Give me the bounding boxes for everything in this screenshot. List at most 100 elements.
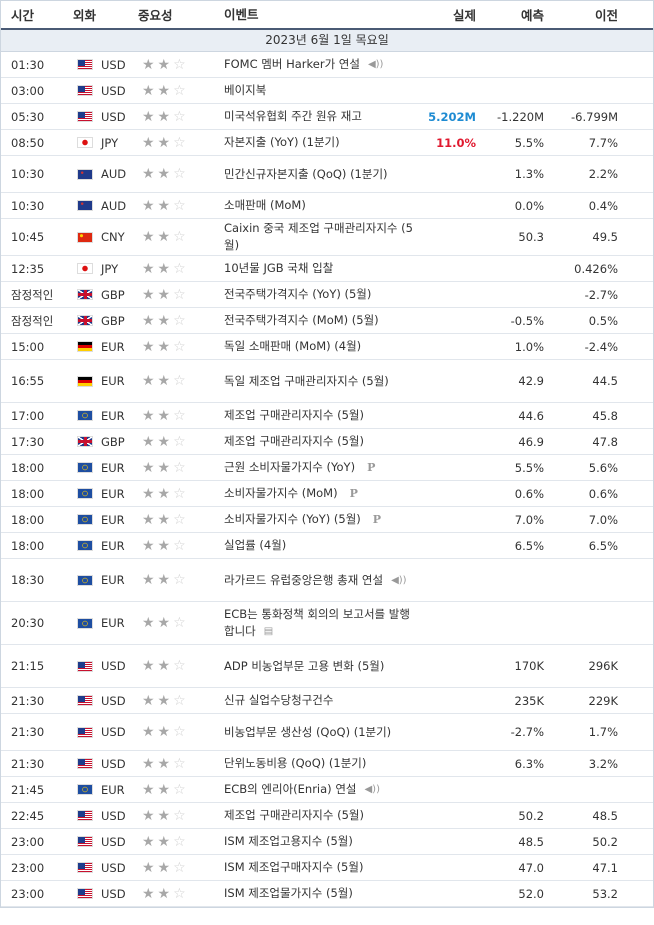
previous-value: 48.5 <box>592 808 618 823</box>
event-label[interactable]: 실업률 (4월) <box>224 538 287 552</box>
table-row[interactable]: 23:00 USD ★★☆ ISM 제조업고용지수 (5월) 48.5 50.2 <box>1 829 653 855</box>
event-name[interactable]: 전국주택가격지수 (MoM) (5월) <box>220 312 416 329</box>
event-label[interactable]: 소매판매 (MoM) <box>224 198 306 212</box>
event-name[interactable]: 미국석유협회 주간 원유 재고 <box>220 108 416 125</box>
event-label[interactable]: 소비자물가지수 (YoY) (5월) <box>224 512 361 526</box>
previous-value: 0.426% <box>574 261 618 276</box>
table-row[interactable]: 18:00 EUR ★★☆ 소비자물가지수 (YoY) (5월) P 7.0% 7.0% <box>1 507 653 533</box>
event-name[interactable]: ISM 제조업물가지수 (5월) <box>220 885 416 902</box>
event-name[interactable]: FOMC 멤버 Harker가 연설 ◀)) <box>220 56 416 73</box>
event-name[interactable]: 자본지출 (YoY) (1분기) <box>220 134 416 151</box>
event-label[interactable]: 제조업 구매관리자지수 (5월) <box>224 808 364 822</box>
event-name[interactable]: 전국주택가격지수 (YoY) (5월) <box>220 286 416 303</box>
col-currency[interactable]: 외화 <box>73 8 97 23</box>
table-row[interactable]: 12:35 JPY ★★☆ 10년물 JGB 국채 입찰 0.426% <box>1 256 653 282</box>
table-row[interactable]: 잠정적인 GBP ★★☆ 전국주택가격지수 (YoY) (5월) -2.7% <box>1 282 653 308</box>
event-label[interactable]: ECB의 엔리아(Enria) 연설 <box>224 782 357 796</box>
event-label[interactable]: 미국석유협회 주간 원유 재고 <box>224 109 362 123</box>
table-row[interactable]: 22:45 USD ★★☆ 제조업 구매관리자지수 (5월) 50.2 48.5 <box>1 803 653 829</box>
event-label[interactable]: 제조업 구매관리자지수 (5월) <box>224 434 364 448</box>
event-label[interactable]: ECB는 통화정책 회의의 보고서를 발행합니다 <box>224 607 410 638</box>
event-name[interactable]: 10년물 JGB 국채 입찰 <box>220 260 416 277</box>
table-row[interactable]: 21:15 USD ★★☆ ADP 비농업부문 고용 변화 (5월) 170K 296K <box>1 645 653 688</box>
table-row[interactable]: 10:45 CNY ★★☆ Caixin 중국 제조업 구매관리자지수 (5월) 50.… <box>1 219 653 256</box>
event-label[interactable]: 소비자물가지수 (MoM) <box>224 486 338 500</box>
table-row[interactable]: 18:00 EUR ★★☆ 실업률 (4월) 6.5% 6.5% <box>1 533 653 559</box>
event-name[interactable]: 제조업 구매관리자지수 (5월) <box>220 407 416 424</box>
table-row[interactable]: 21:30 USD ★★☆ 단위노동비용 (QoQ) (1분기) 6.3% 3.2% <box>1 751 653 777</box>
table-row[interactable]: 21:30 USD ★★☆ 신규 실업수당청구건수 235K 229K <box>1 688 653 714</box>
event-name[interactable]: 베이지북 <box>220 82 416 99</box>
table-row[interactable]: 18:00 EUR ★★☆ 소비자물가지수 (MoM) P 0.6% 0.6% <box>1 481 653 507</box>
event-name[interactable]: 제조업 구매관리자지수 (5월) <box>220 807 416 824</box>
event-label[interactable]: 자본지출 (YoY) (1분기) <box>224 135 340 149</box>
currency-code: GBP <box>101 313 125 328</box>
col-forecast[interactable]: 예측 <box>520 8 544 23</box>
event-label[interactable]: 비농업부문 생산성 (QoQ) (1분기) <box>224 724 392 739</box>
table-row[interactable]: 21:30 USD ★★☆ 비농업부문 생산성 (QoQ) (1분기) -2.7% 1.7… <box>1 714 653 751</box>
table-row[interactable]: 15:00 EUR ★★☆ 독일 소매판매 (MoM) (4월) 1.0% -2.4% <box>1 334 653 360</box>
col-event[interactable]: 이벤트 <box>224 7 259 22</box>
col-time[interactable]: 시간 <box>11 8 35 23</box>
event-name[interactable]: Caixin 중국 제조업 구매관리자지수 (5월) <box>220 220 416 254</box>
event-name[interactable]: 민간신규자본지출 (QoQ) (1분기) <box>220 166 416 183</box>
event-label[interactable]: FOMC 멤버 Harker가 연설 <box>224 57 360 71</box>
event-name[interactable]: 신규 실업수당청구건수 <box>220 692 416 709</box>
event-label[interactable]: 신규 실업수당청구건수 <box>224 693 334 707</box>
event-name[interactable]: 비농업부문 생산성 (QoQ) (1분기) <box>220 724 416 741</box>
event-name[interactable]: 독일 제조업 구매관리자지수 (5월) <box>220 373 416 390</box>
table-row[interactable]: 10:30 AUD ★★☆ 소매판매 (MoM) 0.0% 0.4% <box>1 193 653 219</box>
event-label[interactable]: 제조업 구매관리자지수 (5월) <box>224 408 364 422</box>
event-name[interactable]: 소매판매 (MoM) <box>220 197 416 214</box>
event-name[interactable]: ADP 비농업부문 고용 변화 (5월) <box>220 658 416 675</box>
event-label[interactable]: 근원 소비자물가지수 (YoY) <box>224 460 356 474</box>
table-row[interactable]: 08:50 JPY ★★☆ 자본지출 (YoY) (1분기) 11.0% 5.5% 7.7% <box>1 130 653 156</box>
event-name[interactable]: ECB의 엔리아(Enria) 연설 ◀)) <box>220 781 416 798</box>
event-label[interactable]: 전국주택가격지수 (YoY) (5월) <box>224 287 372 301</box>
table-row[interactable]: 잠정적인 GBP ★★☆ 전국주택가격지수 (MoM) (5월) -0.5% 0.5% <box>1 308 653 334</box>
table-row[interactable]: 18:30 EUR ★★☆ 라가르드 유럽중앙은행 총재 연설 ◀)) <box>1 559 653 602</box>
event-name[interactable]: 라가르드 유럽중앙은행 총재 연설 ◀)) <box>220 572 416 589</box>
table-row[interactable]: 21:45 EUR ★★☆ ECB의 엔리아(Enria) 연설 ◀)) <box>1 777 653 803</box>
col-importance[interactable]: 중요성 <box>138 8 173 23</box>
col-previous[interactable]: 이전 <box>594 8 618 23</box>
table-row[interactable]: 01:30 USD ★★☆ FOMC 멤버 Harker가 연설 ◀)) <box>1 52 653 78</box>
event-time: 15:00 <box>11 339 45 354</box>
event-name[interactable]: ISM 제조업구매자지수 (5월) <box>220 859 416 876</box>
event-name[interactable]: 독일 소매판매 (MoM) (4월) <box>220 338 416 355</box>
star-icon: ★★☆ <box>142 658 189 674</box>
table-row[interactable]: 23:00 USD ★★☆ ISM 제조업구매자지수 (5월) 47.0 47.1 <box>1 855 653 881</box>
event-label[interactable]: 전국주택가격지수 (MoM) (5월) <box>224 313 379 327</box>
event-label[interactable]: ISM 제조업구매자지수 (5월) <box>224 860 364 874</box>
event-label[interactable]: 라가르드 유럽중앙은행 총재 연설 <box>224 572 384 587</box>
table-row[interactable]: 18:00 EUR ★★☆ 근원 소비자물가지수 (YoY) P 5.5% 5.6% <box>1 455 653 481</box>
event-name[interactable]: 소비자물가지수 (YoY) (5월) P <box>220 511 416 528</box>
event-name[interactable]: ECB는 통화정책 회의의 보고서를 발행합니다 ▤ <box>220 606 416 640</box>
event-label[interactable]: 독일 제조업 구매관리자지수 (5월) <box>224 373 389 388</box>
event-label[interactable]: ISM 제조업물가지수 (5월) <box>224 886 353 900</box>
table-row[interactable]: 17:00 EUR ★★☆ 제조업 구매관리자지수 (5월) 44.6 45.8 <box>1 403 653 429</box>
event-name[interactable]: 제조업 구매관리자지수 (5월) <box>220 433 416 450</box>
event-label[interactable]: ISM 제조업고용지수 (5월) <box>224 834 353 848</box>
table-row[interactable]: 20:30 EUR ★★☆ ECB는 통화정책 회의의 보고서를 발행합니다 ▤ <box>1 602 653 645</box>
event-name[interactable]: 단위노동비용 (QoQ) (1분기) <box>220 755 416 772</box>
event-label[interactable]: 민간신규자본지출 (QoQ) (1분기) <box>224 166 388 181</box>
event-name[interactable]: 소비자물가지수 (MoM) P <box>220 485 416 502</box>
col-actual[interactable]: 실제 <box>452 8 476 23</box>
event-label[interactable]: 베이지북 <box>224 83 267 97</box>
event-name[interactable]: 근원 소비자물가지수 (YoY) P <box>220 459 416 476</box>
table-row[interactable]: 03:00 USD ★★☆ 베이지북 <box>1 78 653 104</box>
event-label[interactable]: ADP 비농업부문 고용 변화 (5월) <box>224 658 385 673</box>
event-label[interactable]: Caixin 중국 제조업 구매관리자지수 (5월) <box>224 221 413 252</box>
table-row[interactable]: 23:00 USD ★★☆ ISM 제조업물가지수 (5월) 52.0 53.2 <box>1 881 653 907</box>
event-label[interactable]: 단위노동비용 (QoQ) (1분기) <box>224 756 367 770</box>
event-name[interactable]: ISM 제조업고용지수 (5월) <box>220 833 416 850</box>
event-name[interactable]: 실업률 (4월) <box>220 537 416 554</box>
table-row[interactable]: 16:55 EUR ★★☆ 독일 제조업 구매관리자지수 (5월) 42.9 44.5 <box>1 360 653 403</box>
table-row[interactable]: 05:30 USD ★★☆ 미국석유협회 주간 원유 재고 5.202M -1.220M -… <box>1 104 653 130</box>
event-label[interactable]: 독일 소매판매 (MoM) (4월) <box>224 339 362 353</box>
table-row[interactable]: 10:30 AUD ★★☆ 민간신규자본지출 (QoQ) (1분기) 1.3% 2.2% <box>1 156 653 193</box>
event-label[interactable]: 10년물 JGB 국채 입찰 <box>224 261 334 275</box>
table-row[interactable]: 17:30 GBP ★★☆ 제조업 구매관리자지수 (5월) 46.9 47.8 <box>1 429 653 455</box>
